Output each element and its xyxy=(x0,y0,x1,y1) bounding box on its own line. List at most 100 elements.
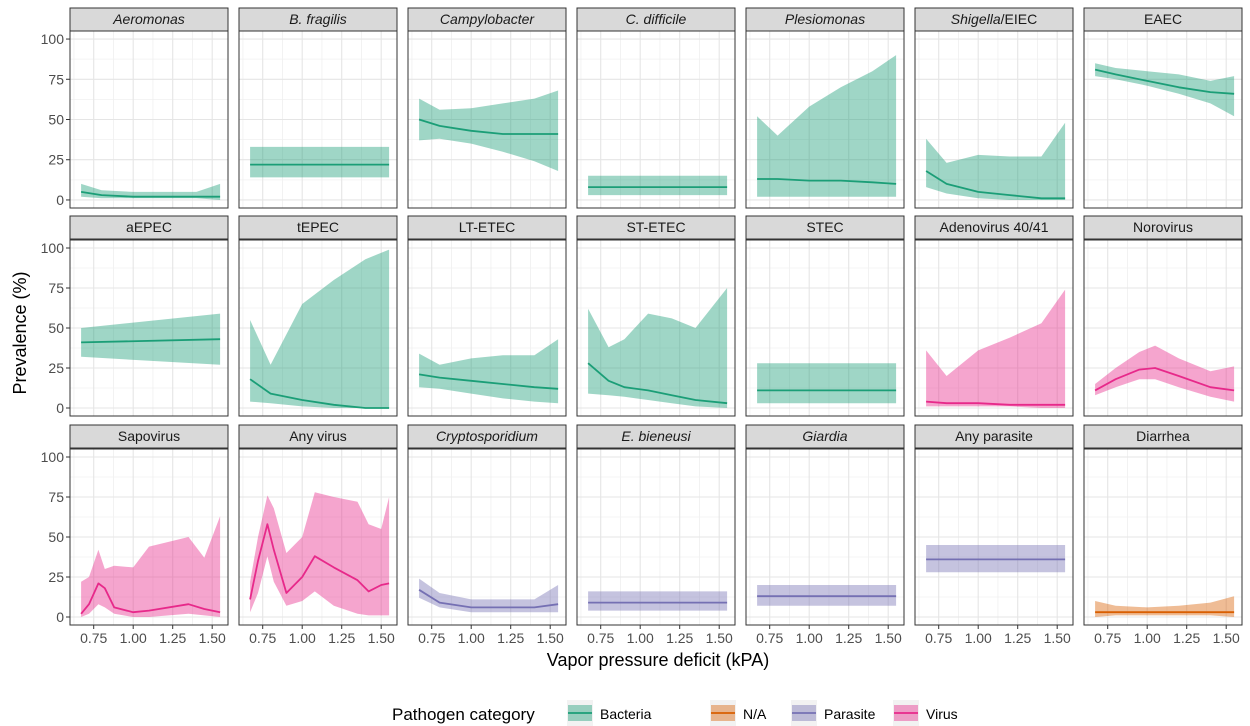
panel-title: Any virus xyxy=(289,428,347,444)
panel-title: Plesiomonas xyxy=(785,11,865,27)
panel-title: C. difficile xyxy=(626,11,687,27)
panel-campylobacter: Campylobacter xyxy=(407,7,567,209)
panel-strip xyxy=(407,215,567,240)
x-tick-label: 0.75 xyxy=(925,630,952,646)
y-tick-label: 100 xyxy=(41,240,65,256)
panel-border xyxy=(576,30,736,209)
y-tick-label: 50 xyxy=(48,112,64,128)
legend-title: Pathogen category xyxy=(392,705,535,724)
panel-title: B. fragilis xyxy=(289,11,347,27)
panel-giardia: Giardia 0.75 1.00 1.25 1.50 xyxy=(745,424,905,646)
panel-strip xyxy=(745,215,905,240)
confidence-band xyxy=(926,289,1066,408)
legend-label: Parasite xyxy=(824,706,876,722)
trend-line xyxy=(1094,68,1235,95)
panel-border xyxy=(914,239,1074,417)
panel-norovirus: Norovirus xyxy=(1083,215,1243,417)
confidence-band xyxy=(588,175,728,196)
y-tick-label: 50 xyxy=(48,320,64,336)
panel-any-parasite: Any parasite 0.75 1.00 1.25 1.50 xyxy=(914,424,1074,646)
x-tick-label: 1.00 xyxy=(965,630,992,646)
confidence-band xyxy=(757,55,897,197)
panel-border xyxy=(238,239,398,417)
panel-border xyxy=(576,239,736,417)
panel-title: Aeromonas xyxy=(112,11,185,27)
panel-strip xyxy=(238,424,398,449)
panel-strip xyxy=(69,215,229,240)
x-tick-label: 1.00 xyxy=(120,630,147,646)
panel-sapovirus: Sapovirus 0 25 50 75 100 0.75 1.00 1.25 1.50 xyxy=(41,424,229,646)
panel-border xyxy=(745,30,905,209)
y-tick-label: 75 xyxy=(48,489,64,505)
panel-title: tEPEC xyxy=(297,219,339,235)
panel-shigella-eiec: Shigella/EIEC xyxy=(914,7,1074,209)
x-axis-label: Vapor pressure deficit (kPA) xyxy=(547,650,769,670)
trend-line xyxy=(1094,367,1235,392)
legend-item-parasite: Parasite xyxy=(791,700,876,726)
x-tick-label: 1.00 xyxy=(796,630,823,646)
panel-strip xyxy=(1083,215,1243,240)
legend: Pathogen category Bacteria N/A Parasite Vir… xyxy=(392,700,958,726)
confidence-band xyxy=(757,363,897,404)
x-tick-label: 0.75 xyxy=(756,630,783,646)
x-tick-label: 1.25 xyxy=(1173,630,1200,646)
trend-line xyxy=(418,589,559,609)
confidence-band xyxy=(419,339,559,404)
x-tick-label: 1.00 xyxy=(627,630,654,646)
legend-item-bacteria: Bacteria xyxy=(567,700,652,726)
legend-item-virus: Virus xyxy=(893,700,958,726)
panel-title: E. bieneusi xyxy=(621,428,691,444)
legend-item-n-a: N/A xyxy=(710,700,767,726)
trend-line xyxy=(757,178,897,185)
x-tick-label: 0.75 xyxy=(249,630,276,646)
x-tick-label: 1.50 xyxy=(368,630,395,646)
panel-title: Adenovirus 40/41 xyxy=(940,219,1049,235)
x-tick-label: 1.50 xyxy=(199,630,226,646)
confidence-band xyxy=(926,122,1066,200)
confidence-band xyxy=(250,249,390,408)
panel-title: Sapovirus xyxy=(118,428,180,444)
x-tick-label: 1.50 xyxy=(537,630,564,646)
confidence-band xyxy=(250,146,390,178)
trend-line xyxy=(80,582,221,615)
trend-line xyxy=(81,338,221,344)
confidence-band xyxy=(588,288,728,408)
panel-title: STEC xyxy=(806,219,843,235)
panel-border xyxy=(1083,30,1243,209)
panel-title: Diarrhea xyxy=(1136,428,1190,444)
x-tick-label: 1.25 xyxy=(835,630,862,646)
panel-border xyxy=(914,448,1074,626)
y-axis-label: Prevalence (%) xyxy=(10,271,30,394)
panel-c-difficile: C. difficile xyxy=(576,7,736,209)
panel-st-etec: ST-ETEC xyxy=(576,215,736,417)
y-tick-label: 50 xyxy=(48,529,64,545)
x-tick-label: 1.25 xyxy=(328,630,355,646)
panel-border xyxy=(407,30,567,209)
trend-line xyxy=(418,373,559,390)
panel-cryptosporidium: Cryptosporidium 0.75 1.00 1.25 1.50 xyxy=(407,424,567,646)
panel-title: Shigella/EIEC xyxy=(951,11,1037,27)
confidence-band xyxy=(1095,345,1235,402)
x-tick-label: 1.25 xyxy=(1004,630,1031,646)
panel-border xyxy=(914,30,1074,209)
panel-strip xyxy=(745,424,905,449)
panel-strip xyxy=(407,424,567,449)
panel-any-virus: Any virus 0.75 1.00 1.25 1.50 xyxy=(238,424,398,646)
panel-title: Norovirus xyxy=(1133,219,1193,235)
panel-stec: STEC xyxy=(745,215,905,417)
legend-label: N/A xyxy=(743,706,767,722)
y-tick-label: 100 xyxy=(41,31,65,47)
y-tick-label: 25 xyxy=(48,152,64,168)
confidence-band xyxy=(419,90,559,171)
panel-border xyxy=(745,448,905,626)
panel-eaec: EAEC xyxy=(1083,7,1243,209)
confidence-band xyxy=(588,591,728,611)
panel-title: EAEC xyxy=(1144,11,1182,27)
chart-panels: Aeromonas 0 25 50 75 100 B. fragilis Campylobac… xyxy=(41,7,1243,646)
x-tick-label: 1.00 xyxy=(289,630,316,646)
x-tick-label: 1.50 xyxy=(706,630,733,646)
panel-border xyxy=(1083,448,1243,626)
confidence-band xyxy=(419,578,559,613)
trend-line xyxy=(925,170,1066,200)
